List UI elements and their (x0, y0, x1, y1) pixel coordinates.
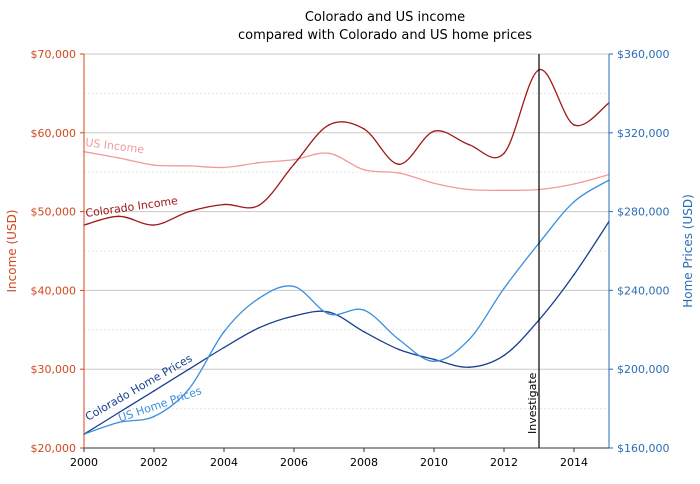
data-point-colorado-income (223, 203, 225, 206)
right-axis-title: Home Prices (USD) (681, 194, 695, 308)
data-point-colorado-home-prices (503, 354, 505, 357)
data-point-us-home-prices (503, 287, 505, 290)
data-point-us-income (573, 183, 575, 185)
right-tick-label: $160,000 (617, 442, 670, 455)
data-point-us-home-prices (398, 338, 400, 341)
annotation: Investigate (526, 54, 540, 448)
data-point-colorado-home-prices (293, 315, 295, 317)
x-tick-label: 2008 (350, 456, 378, 469)
data-point-us-home-prices (468, 338, 470, 341)
data-point-colorado-home-prices (433, 358, 435, 361)
data-point-us-income (328, 152, 330, 155)
data-point-colorado-income (328, 124, 330, 126)
data-point-colorado-home-prices (363, 330, 365, 333)
right-tick-label: $360,000 (617, 48, 670, 61)
left-tick-label: $30,000 (31, 363, 77, 376)
data-point-colorado-home-prices (223, 346, 225, 349)
x-tick-label: 2000 (70, 456, 98, 469)
annotation-label: Investigate (526, 372, 539, 434)
series-line-us-income (83, 151, 610, 192)
series-label-colorado-income: Colorado Income (85, 194, 179, 220)
x-tick-label: 2012 (490, 456, 518, 469)
data-point-us-home-prices (363, 309, 365, 311)
data-point-us-income (153, 164, 155, 166)
data-point-colorado-income (468, 143, 470, 146)
x-tick-label: 2014 (560, 456, 588, 469)
data-point-us-home-prices (328, 313, 330, 315)
data-point-us-home-prices (223, 330, 225, 333)
x-tick-label: 2010 (420, 456, 448, 469)
data-point-colorado-income (398, 163, 400, 166)
data-point-us-income (118, 157, 120, 159)
left-tick-label: $40,000 (31, 284, 77, 297)
data-point-colorado-income (153, 224, 155, 226)
left-tick-label: $20,000 (31, 442, 77, 455)
series-line-colorado-home-prices (83, 221, 610, 435)
data-point-us-income (258, 161, 260, 164)
x-tick-label: 2006 (280, 456, 308, 469)
right-tick-label: $280,000 (617, 206, 670, 219)
data-point-us-income (223, 166, 225, 169)
right-tick-label: $320,000 (617, 127, 670, 140)
data-point-us-income (468, 188, 470, 191)
data-point-colorado-income (258, 204, 260, 207)
right-tick-label: $240,000 (617, 284, 670, 297)
data-point-colorado-home-prices (573, 273, 575, 276)
data-point-us-home-prices (153, 415, 155, 418)
data-point-us-income (433, 182, 435, 185)
left-tick-label: $70,000 (31, 48, 77, 61)
data-point-us-income (503, 189, 505, 192)
data-point-colorado-home-prices (188, 368, 190, 371)
data-point-colorado-home-prices (118, 411, 120, 414)
data-point-colorado-home-prices (468, 366, 470, 369)
left-tick-label: $60,000 (31, 127, 77, 140)
data-point-colorado-income (363, 128, 365, 130)
chart-title: Colorado and US income (305, 10, 465, 25)
data-point-us-home-prices (293, 285, 295, 288)
series-line-us-home-prices (83, 179, 610, 435)
data-point-us-home-prices (118, 421, 120, 424)
data-point-colorado-income (573, 124, 575, 126)
x-tick-label: 2004 (210, 456, 238, 469)
data-point-colorado-income (433, 130, 435, 133)
data-point-colorado-home-prices (398, 348, 400, 351)
data-point-us-income (398, 172, 400, 174)
data-point-us-home-prices (188, 388, 190, 390)
data-point-colorado-income (293, 163, 295, 166)
data-point-colorado-home-prices (258, 327, 260, 329)
data-point-colorado-income (503, 152, 505, 155)
data-point-colorado-home-prices (328, 311, 330, 313)
data-point-us-home-prices (573, 200, 575, 203)
data-point-us-home-prices (258, 297, 260, 300)
data-point-colorado-income (188, 210, 190, 213)
data-point-colorado-income (118, 215, 120, 218)
grid (84, 53, 609, 449)
series-lines (83, 68, 610, 436)
left-axis-title: Income (USD) (5, 210, 19, 293)
data-point-us-home-prices (433, 360, 435, 363)
data-point-us-income (363, 169, 365, 171)
data-point-colorado-home-prices (153, 390, 155, 392)
data-point-us-income (293, 158, 295, 161)
left-tick-label: $50,000 (31, 206, 77, 219)
x-tick-label: 2002 (140, 456, 168, 469)
data-point-us-income (188, 165, 190, 167)
right-tick-label: $200,000 (617, 363, 670, 376)
series-line-colorado-income (83, 69, 610, 226)
chart-subtitle: compared with Colorado and US home price… (238, 28, 532, 43)
axes: $20,000 $30,000 $40,000 $50,000 $60,000 $70,0… (5, 48, 695, 469)
